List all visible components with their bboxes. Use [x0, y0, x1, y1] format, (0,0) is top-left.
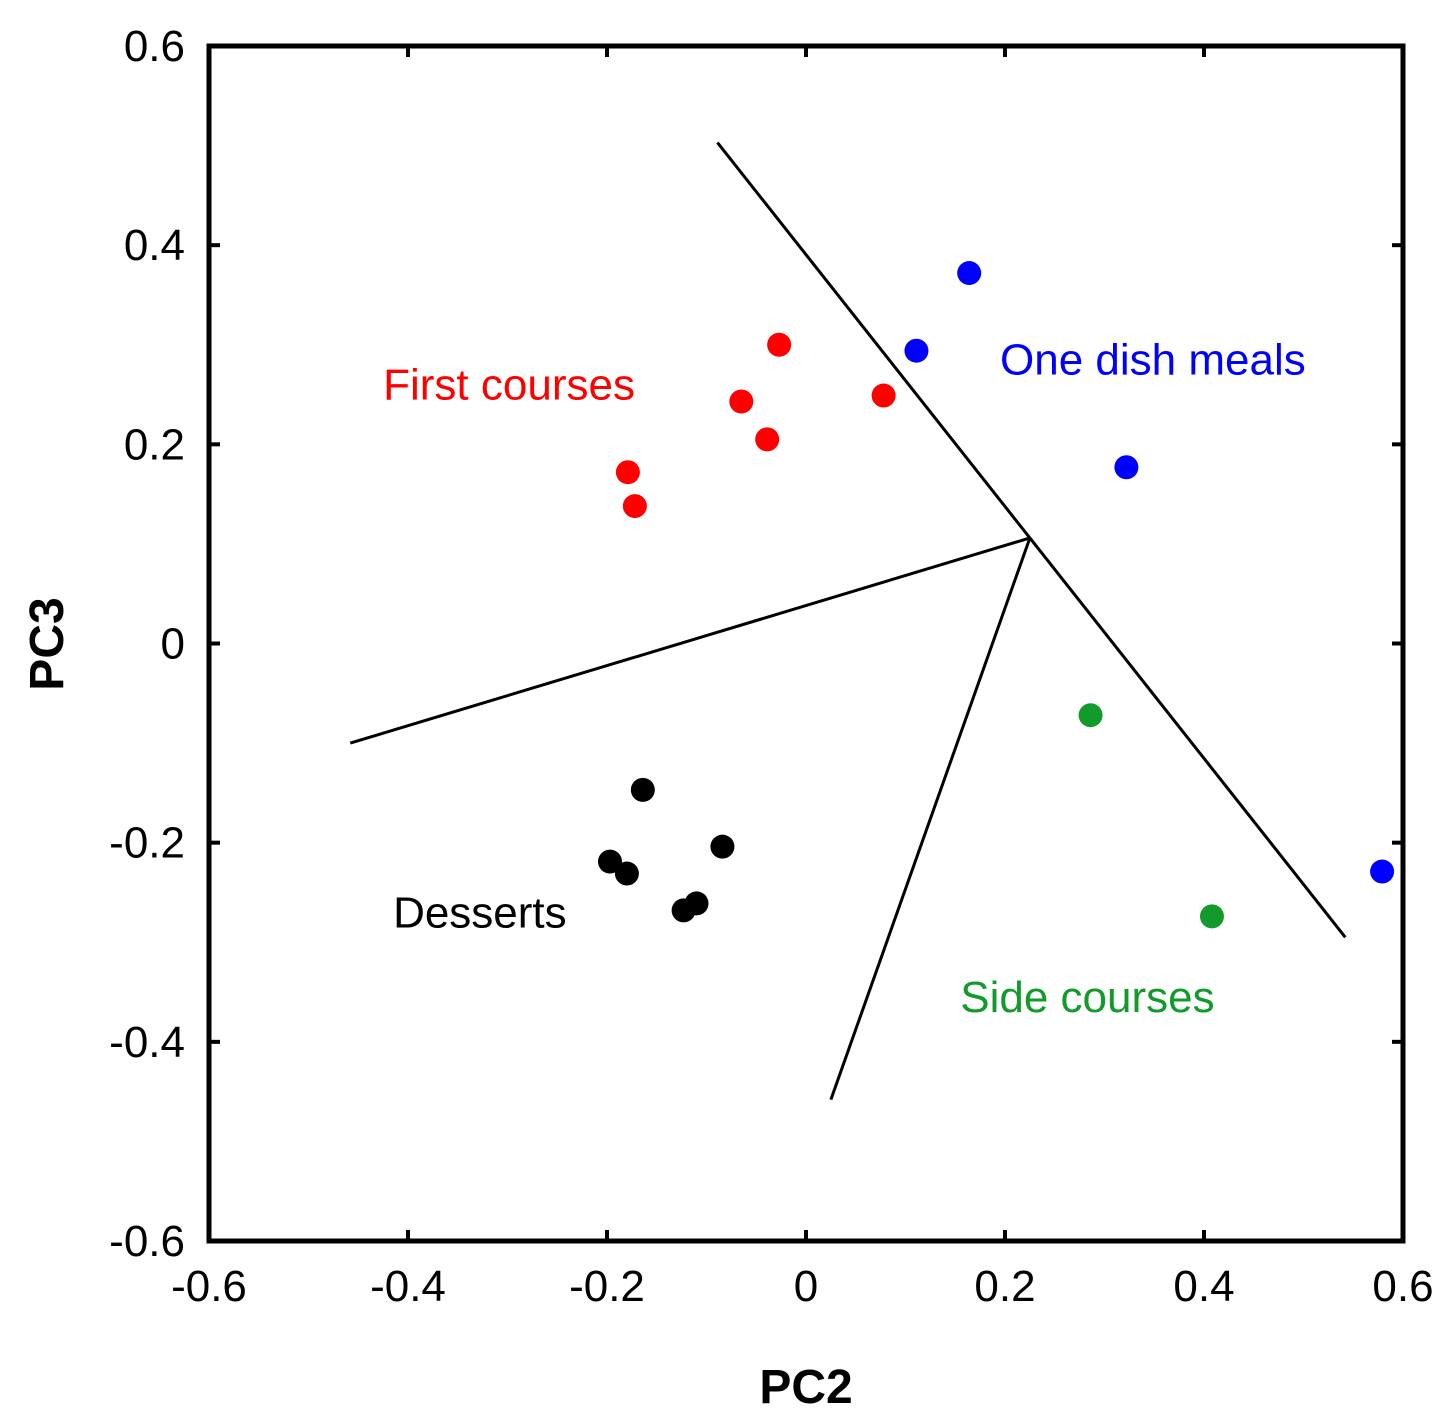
x-tick-label: -0.6 [171, 1262, 247, 1311]
data-point-desserts [614, 861, 639, 886]
boundary-line [829, 537, 1032, 1101]
data-point-one-dish-meals [904, 338, 929, 363]
y-tick-label: -0.2 [109, 819, 185, 868]
y-tick-label: 0 [161, 620, 185, 669]
x-tick-label: 0.4 [1173, 1262, 1234, 1311]
cluster-label-side-courses: Side courses [960, 973, 1214, 1022]
data-point-first-courses [767, 332, 792, 357]
boundary-line [349, 536, 1031, 745]
data-point-first-courses [755, 427, 780, 452]
y-tick-label: 0.4 [124, 221, 185, 270]
data-point-desserts [671, 898, 696, 923]
data-point-desserts [630, 777, 655, 802]
data-point-first-courses [729, 389, 754, 414]
data-point-first-courses [615, 460, 640, 485]
x-tick-label: 0.2 [974, 1262, 1035, 1311]
plot-frame [206, 43, 1406, 1244]
x-tick-label: -0.4 [370, 1262, 446, 1311]
cluster-label-one-dish-meals: One dish meals [1000, 336, 1306, 385]
y-axis-title: PC3 [21, 597, 74, 690]
data-point-first-courses [871, 383, 896, 408]
data-point-side-courses [1199, 904, 1224, 929]
y-tick-label: 0.6 [124, 22, 185, 71]
cluster-label-desserts: Desserts [393, 888, 567, 937]
data-point-desserts [597, 849, 622, 874]
x-tick-label: -0.2 [569, 1262, 645, 1311]
boundary-line [716, 141, 1032, 539]
data-point-one-dish-meals [957, 261, 982, 286]
data-points [597, 261, 1395, 929]
data-point-side-courses [1078, 703, 1103, 728]
boundary-line [1028, 537, 1347, 939]
data-point-first-courses [622, 494, 647, 519]
cluster-label-first-courses: First courses [383, 361, 635, 410]
data-point-one-dish-meals [1370, 859, 1395, 884]
axis-ticks [207, 44, 1405, 1243]
data-point-one-dish-meals [1114, 455, 1139, 480]
x-axis-title: PC2 [759, 1361, 852, 1414]
cluster-labels: First courses One dish meals Side courses D… [383, 336, 1306, 1022]
boundary-lines [349, 141, 1347, 1101]
y-tick-label: 0.2 [124, 420, 185, 469]
y-tick-label: -0.6 [109, 1217, 185, 1266]
x-tick-label: 0 [794, 1262, 818, 1311]
data-point-desserts [710, 834, 735, 859]
tick-labels: -0.6 -0.4 -0.2 0 0.2 0.4 0.6 -0.6 -0.4 -0.2 0 0.2 0.… [109, 22, 1433, 1311]
x-tick-label: 0.6 [1372, 1262, 1433, 1311]
y-tick-label: -0.4 [109, 1018, 185, 1067]
